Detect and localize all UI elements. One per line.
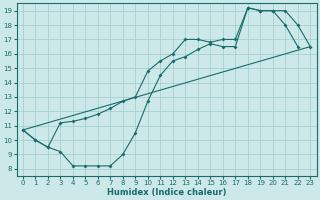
X-axis label: Humidex (Indice chaleur): Humidex (Indice chaleur) <box>107 188 226 197</box>
